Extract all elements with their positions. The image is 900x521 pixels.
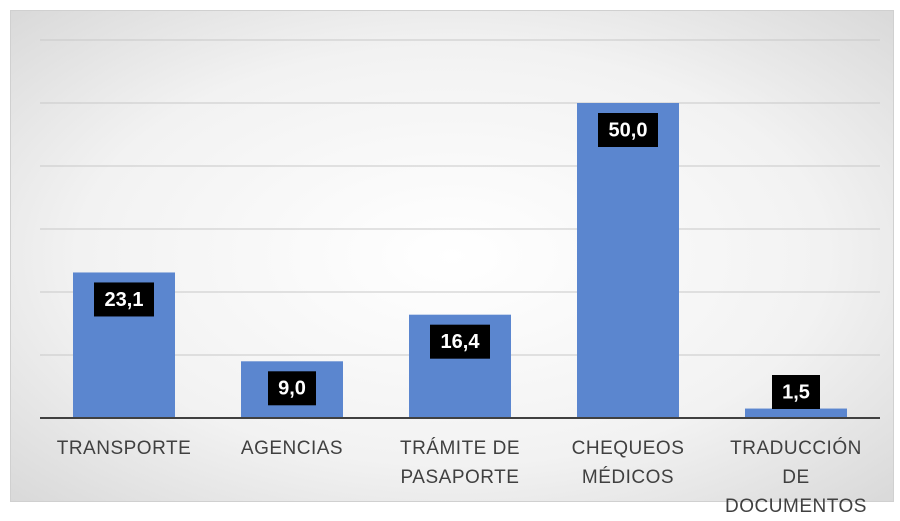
- value-label: 1,5: [782, 381, 810, 403]
- value-label-box: [94, 282, 154, 317]
- x-tick-label: CHEQUEOS MÉDICOS: [571, 438, 685, 488]
- x-tick-label: TRÁMITE DE PASAPORTE: [399, 438, 521, 488]
- value-label: 16,4: [441, 331, 481, 353]
- bar: [745, 408, 847, 418]
- value-label-box: [268, 371, 316, 406]
- x-tick-label: TRADUCCIÓN DE DOCUMENTOS: [725, 438, 867, 517]
- x-tick-label: TRANSPORTE: [56, 438, 192, 459]
- value-label: 50,0: [609, 119, 648, 141]
- value-label-box: [772, 375, 820, 409]
- value-label: 9,0: [278, 378, 306, 400]
- page: 23,19,016,450,01,5 (() => { const data =…: [10, 10, 894, 517]
- value-label: 23,1: [105, 289, 144, 311]
- x-tick-label: AGENCIAS: [240, 438, 344, 459]
- chart-area: [10, 10, 894, 502]
- chart: 23,1 9,0 16,4 50,0 1,5: [40, 39, 880, 419]
- value-label-box: [598, 113, 658, 147]
- bar: [577, 103, 679, 418]
- value-label-box: [430, 324, 490, 359]
